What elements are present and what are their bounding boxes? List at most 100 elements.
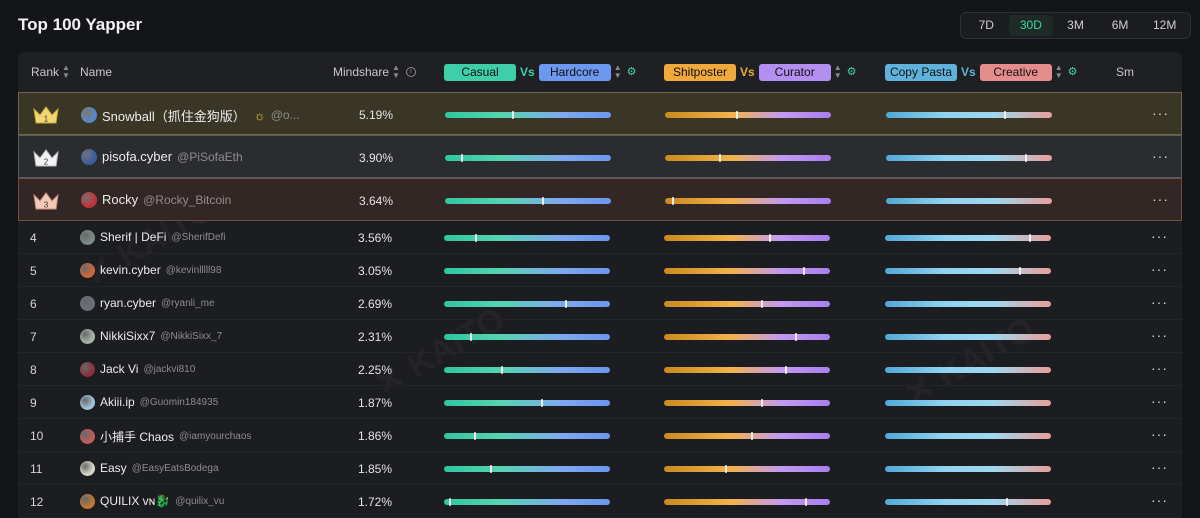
user-name: Rocky <box>102 192 139 207</box>
bar-marker <box>1029 233 1031 242</box>
gear-icon[interactable]: ⚙ <box>1067 66 1078 78</box>
crown-icon: 2 <box>33 148 59 166</box>
table-row[interactable]: 3 Rocky @Rocky_Bitcoin 3.64% ··· <box>18 178 1182 221</box>
table-row[interactable]: 1 Snowball（抓住金狗版） ☼ @o... 5.19% ··· <box>18 92 1182 135</box>
more-options-icon[interactable]: ··· <box>1151 425 1168 442</box>
info-icon[interactable]: i <box>405 67 416 77</box>
table-row[interactable]: 7 NikkiSixx7 @NikkiSixx_7 2.31% ··· <box>18 320 1182 353</box>
rank-header-label: Rank <box>31 65 60 79</box>
copypasta-creative-bar <box>885 399 1051 406</box>
bar-marker <box>805 497 807 506</box>
table-row[interactable]: 10 小捕手 Chaos @iamyourchaos 1.86% ··· <box>18 419 1182 452</box>
mindshare-value: 3.64% <box>359 193 394 208</box>
bar-marker <box>803 266 805 275</box>
user-handle: @NikkiSixx_7 <box>160 330 223 342</box>
rank-header[interactable]: Rank ▲ ▼ <box>31 52 70 92</box>
sm-header[interactable]: Sm <box>1116 52 1134 92</box>
table-row[interactable]: 2 pisofa.cyber @PiSofaEth 3.90% ··· <box>18 135 1182 178</box>
table-row[interactable]: 5 kevin.cyber @kevinlllll98 3.05% ··· <box>18 254 1182 287</box>
casual-hardcore-bar <box>444 431 610 440</box>
bar-marker <box>751 431 753 440</box>
more-options-icon[interactable]: ··· <box>1151 293 1168 310</box>
shitposter-curator-bar <box>664 497 830 506</box>
copypasta-creative-bar <box>885 233 1051 242</box>
mindshare-value: 1.87% <box>358 395 393 410</box>
user-handle: @Rocky_Bitcoin <box>143 192 232 207</box>
table-row[interactable]: 6 ryan.cyber @ryanli_me 2.69% ··· <box>18 287 1182 320</box>
user-cell[interactable]: QUILIX ᴠɴ🐉 @quilix_vu <box>80 493 225 509</box>
tab-3m[interactable]: 3M <box>1067 18 1084 32</box>
mindshare-value: 5.19% <box>359 107 394 122</box>
user-cell[interactable]: Rocky @Rocky_Bitcoin <box>81 191 232 208</box>
copy-pasta-pill: Copy Pasta <box>885 63 957 81</box>
table-row[interactable]: 12 QUILIX ᴠɴ🐉 @quilix_vu 1.72% ··· <box>18 485 1182 518</box>
user-cell[interactable]: pisofa.cyber @PiSofaEth <box>81 148 243 165</box>
user-cell[interactable]: ryan.cyber @ryanli_me <box>80 295 215 311</box>
bar-marker <box>795 332 797 341</box>
more-options-icon[interactable]: ··· <box>1151 491 1168 508</box>
casual-hardcore-header[interactable]: Casual Vs Hardcore ▲ ▼ ⚙ <box>444 52 636 92</box>
user-cell[interactable]: Easy @EasyEatsBodega <box>80 460 219 476</box>
tab-12m[interactable]: 12M <box>1153 18 1177 32</box>
table-row[interactable]: 8 Jack Vi @jackvi810 2.25% ··· <box>18 353 1182 386</box>
tab-30d[interactable]: 30D <box>1008 15 1054 36</box>
user-name: NikkiSixx7 <box>100 329 156 343</box>
rank-number: 8 <box>30 362 37 377</box>
bar-marker <box>785 365 787 374</box>
mindshare-header[interactable]: Mindshare ▲ ▼ i <box>333 52 416 92</box>
user-handle: @PiSofaEth <box>177 149 243 164</box>
more-options-icon[interactable]: ··· <box>1151 260 1168 277</box>
user-handle: @quilix_vu <box>175 495 225 507</box>
shitposter-curator-bar <box>664 365 830 374</box>
gear-icon[interactable]: ⚙ <box>846 66 857 78</box>
bar-marker <box>512 110 514 119</box>
casual-hardcore-bar <box>445 110 611 119</box>
user-name: ryan.cyber <box>100 296 157 310</box>
avatar <box>80 428 95 444</box>
bar-marker <box>541 398 543 407</box>
more-options-icon[interactable]: ··· <box>1151 458 1168 475</box>
shitposter-curator-bar <box>664 332 830 341</box>
user-cell[interactable]: NikkiSixx7 @NikkiSixx_7 <box>80 328 223 344</box>
copypasta-creative-header[interactable]: Copy Pasta Vs Creative ▲ ▼ ⚙ <box>885 52 1077 92</box>
casual-hardcore-bar <box>445 196 611 205</box>
user-cell[interactable]: Akiii.ip @Guomin184935 <box>80 394 218 410</box>
bar-marker <box>474 431 476 440</box>
user-handle: @jackvi810 <box>143 363 196 375</box>
more-options-icon[interactable]: ··· <box>1151 227 1168 244</box>
more-options-icon[interactable]: ··· <box>1151 326 1168 343</box>
user-cell[interactable]: Snowball（抓住金狗版） ☼ @o... <box>81 106 300 125</box>
user-name: Jack Vi <box>100 362 139 376</box>
bar-marker <box>1019 266 1021 275</box>
casual-pill: Casual <box>444 63 516 81</box>
more-options-icon[interactable]: ··· <box>1151 392 1168 409</box>
user-cell[interactable]: Jack Vi @jackvi810 <box>80 361 196 377</box>
more-options-icon[interactable]: ··· <box>1152 104 1169 121</box>
avatar <box>80 361 95 377</box>
more-options-icon[interactable]: ··· <box>1152 190 1169 207</box>
more-options-icon[interactable]: ··· <box>1152 147 1169 164</box>
table-row[interactable]: 9 Akiii.ip @Guomin184935 1.87% ··· <box>18 386 1182 419</box>
name-header: Name <box>80 52 112 92</box>
sort-icon: ▲ ▼ <box>62 63 70 80</box>
tab-7d[interactable]: 7D <box>978 18 994 32</box>
table-row[interactable]: 11 Easy @EasyEatsBodega 1.85% ··· <box>18 452 1182 485</box>
casual-hardcore-bar <box>445 153 611 162</box>
sort-icon: ▲ ▼ <box>613 63 622 80</box>
bar-marker <box>1006 497 1008 506</box>
sort-icon: ▲ ▼ <box>392 63 400 80</box>
crown-icon: 3 <box>33 191 59 209</box>
user-cell[interactable]: 小捕手 Chaos @iamyourchaos <box>80 428 251 445</box>
tab-6m[interactable]: 6M <box>1111 18 1129 32</box>
rank-number: 4 <box>30 230 37 245</box>
user-cell[interactable]: kevin.cyber @kevinlllll98 <box>80 262 221 278</box>
avatar <box>80 262 95 278</box>
table-row[interactable]: 4 Sherif | DeFi @SherifDefi 3.56% ··· <box>18 221 1182 254</box>
copypasta-creative-bar <box>885 333 1051 340</box>
user-handle: @iamyourchaos <box>179 430 252 442</box>
shitposter-curator-header[interactable]: Shitposter Vs Curator ▲ ▼ ⚙ <box>664 52 856 92</box>
gear-icon[interactable]: ⚙ <box>626 66 637 78</box>
more-options-icon[interactable]: ··· <box>1151 359 1168 376</box>
copypasta-creative-bar <box>886 110 1052 119</box>
user-cell[interactable]: Sherif | DeFi @SherifDefi <box>80 229 226 245</box>
